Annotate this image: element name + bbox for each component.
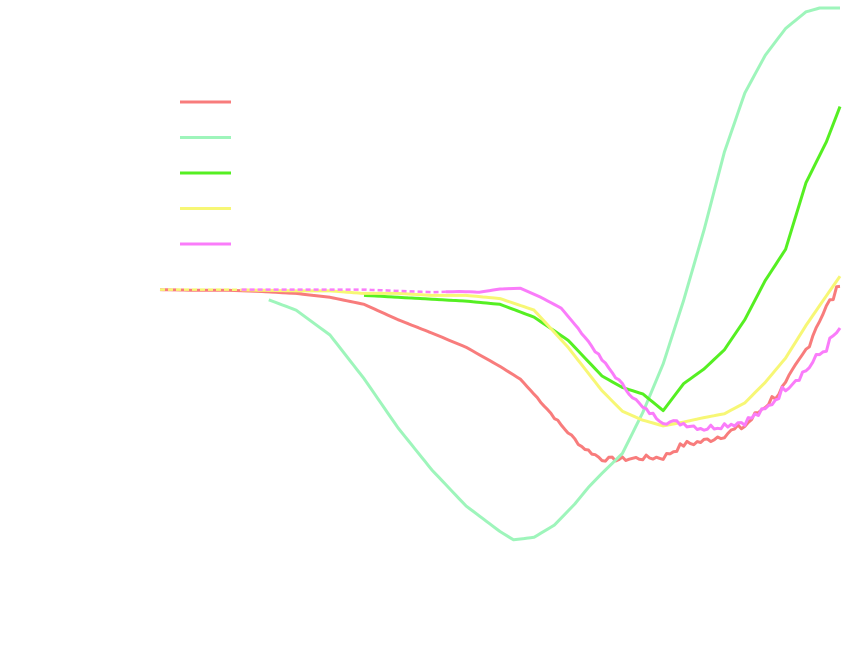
series-5-line-dashed	[241, 288, 446, 294]
series-4-line	[241, 275, 842, 428]
series-2-line	[268, 6, 840, 542]
series-1-line	[159, 284, 841, 463]
legend	[180, 100, 231, 246]
series-3-line	[363, 106, 842, 413]
series-5-line	[445, 286, 842, 432]
series-layer	[159, 6, 842, 542]
